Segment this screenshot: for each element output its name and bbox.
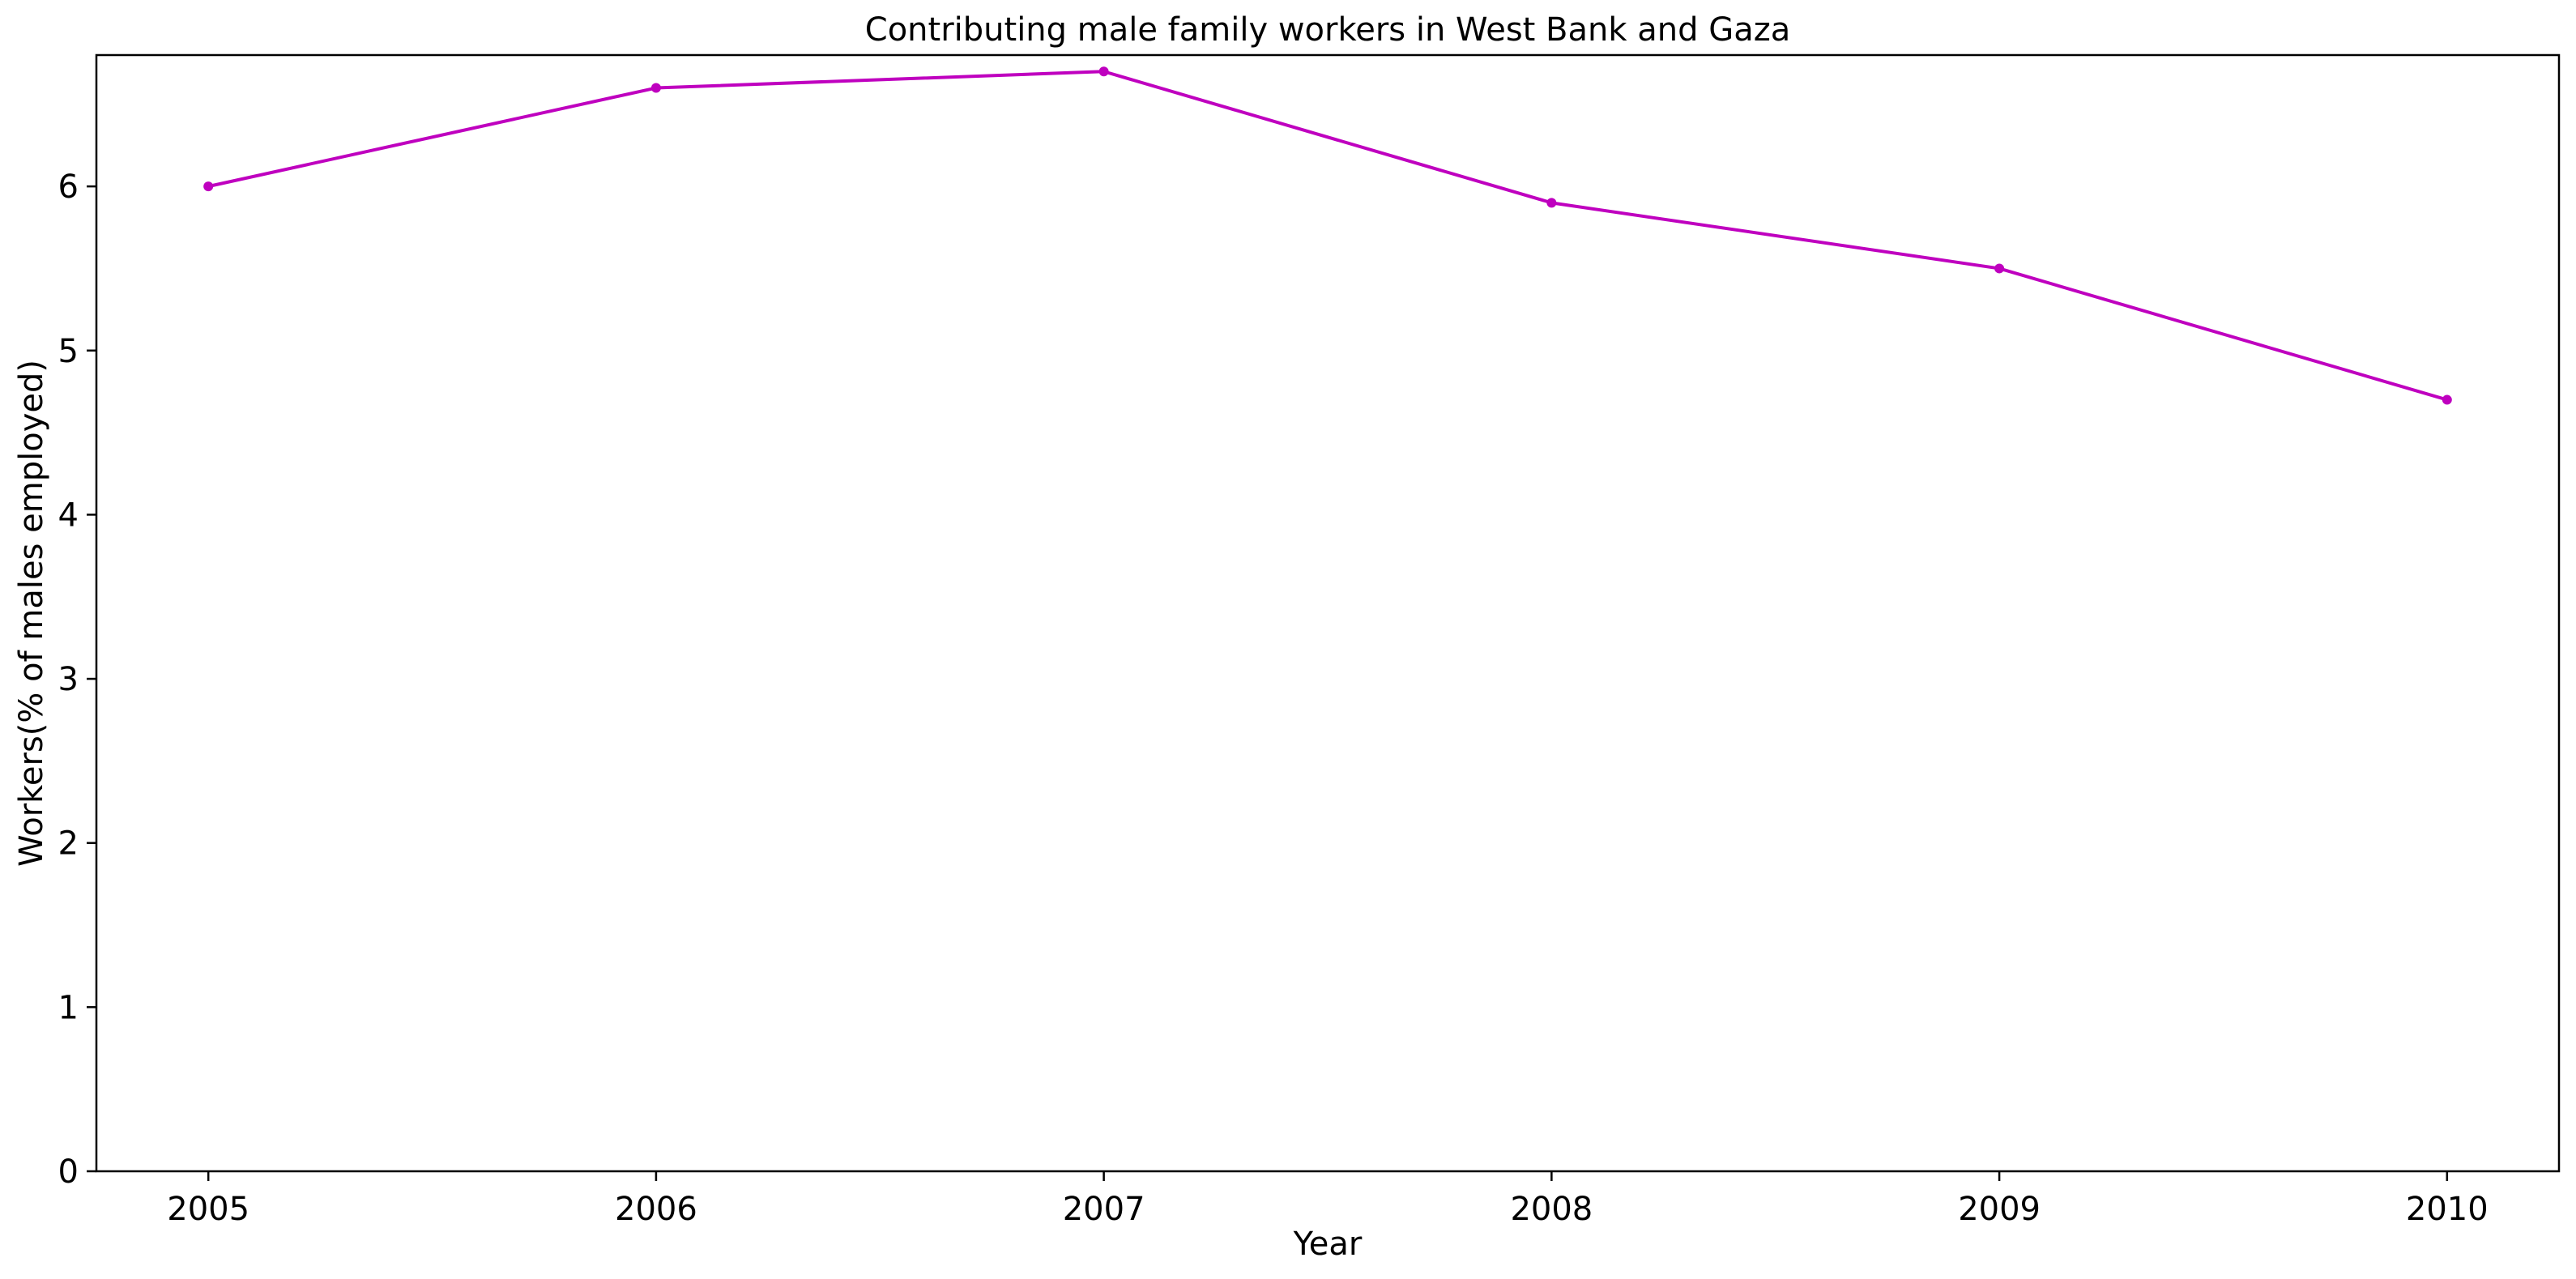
y-tick-label-3: 3 [58,661,79,698]
series-line-0 [207,70,2448,402]
data-point-2005 [203,181,214,192]
x-tick-label-4: 2009 [1958,1191,2041,1228]
y-tick-label-6: 6 [58,168,79,206]
y-axis-label: Workers(% of males employed) [13,360,50,867]
axes-frame [95,53,2561,1173]
x-tick-label-1: 2006 [615,1191,697,1228]
x-tick-label-2: 2007 [1063,1191,1145,1228]
y-tick-label-2: 2 [58,825,79,863]
y-tick-label-0: 0 [58,1153,79,1191]
y-tick-label-5: 5 [58,333,79,370]
x-axis-label: Year [1293,1226,1363,1263]
data-point-2009 [1994,263,2005,274]
data-point-2006 [650,83,661,93]
x-tick-label-5: 2010 [2406,1191,2489,1228]
y-axis: 0 1 2 3 4 5 6 [58,168,96,1191]
plot-area [203,66,2452,405]
data-point-2007 [1098,66,1109,77]
x-tick-label-3: 2008 [1510,1191,1593,1228]
data-point-2008 [1546,198,1557,208]
y-tick-label-1: 1 [58,989,79,1026]
x-tick-label-0: 2005 [167,1191,249,1228]
chart-title: Contributing male family workers in West… [865,11,1790,49]
x-axis: 2005 2006 2007 2008 2009 2010 [167,1171,2489,1228]
data-point-2010 [2442,394,2452,405]
y-tick-label-4: 4 [58,497,79,534]
